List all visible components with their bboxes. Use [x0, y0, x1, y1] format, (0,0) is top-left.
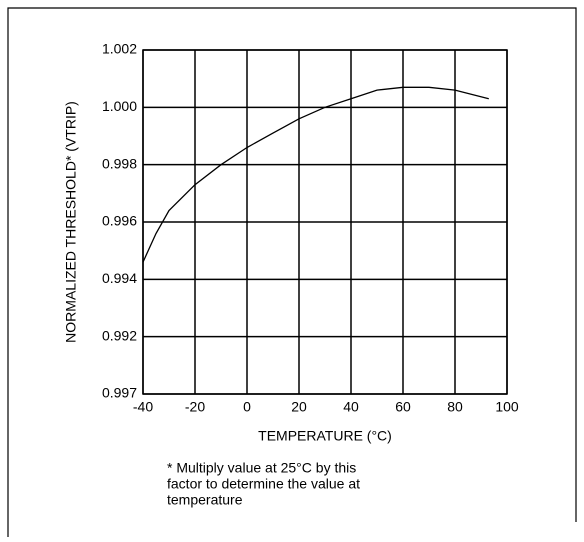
x-tick-label: 40 [343, 399, 359, 415]
y-axis-label: NORMALIZED THRESHOLD* (VTRIP) [63, 101, 79, 343]
x-axis-label: TEMPERATURE (°C) [258, 428, 392, 444]
y-tick-label: 0.994 [102, 270, 137, 286]
footnote: temperature [167, 492, 243, 508]
x-tick-label: 80 [447, 399, 463, 415]
x-tick-label: 100 [495, 399, 519, 415]
footnote: factor to determine the value at [167, 476, 360, 492]
line-series [142, 86, 489, 263]
y-tick-label: 0.998 [102, 155, 137, 171]
y-tick-label: 0.997 [102, 385, 137, 401]
x-tick-label: 60 [395, 399, 411, 415]
footnote: * Multiply value at 25°C by this [167, 460, 356, 476]
y-tick-label: 0.996 [102, 213, 137, 229]
x-tick-label: -40 [133, 399, 153, 415]
y-tick-label: 0.992 [102, 327, 137, 343]
frame [7, 7, 577, 537]
y-tick-label: 1.002 [102, 41, 137, 57]
x-tick-label: -20 [185, 399, 205, 415]
x-tick-label: 20 [291, 399, 307, 415]
y-tick-label: 1.000 [102, 98, 137, 114]
x-tick-label: 0 [243, 399, 251, 415]
